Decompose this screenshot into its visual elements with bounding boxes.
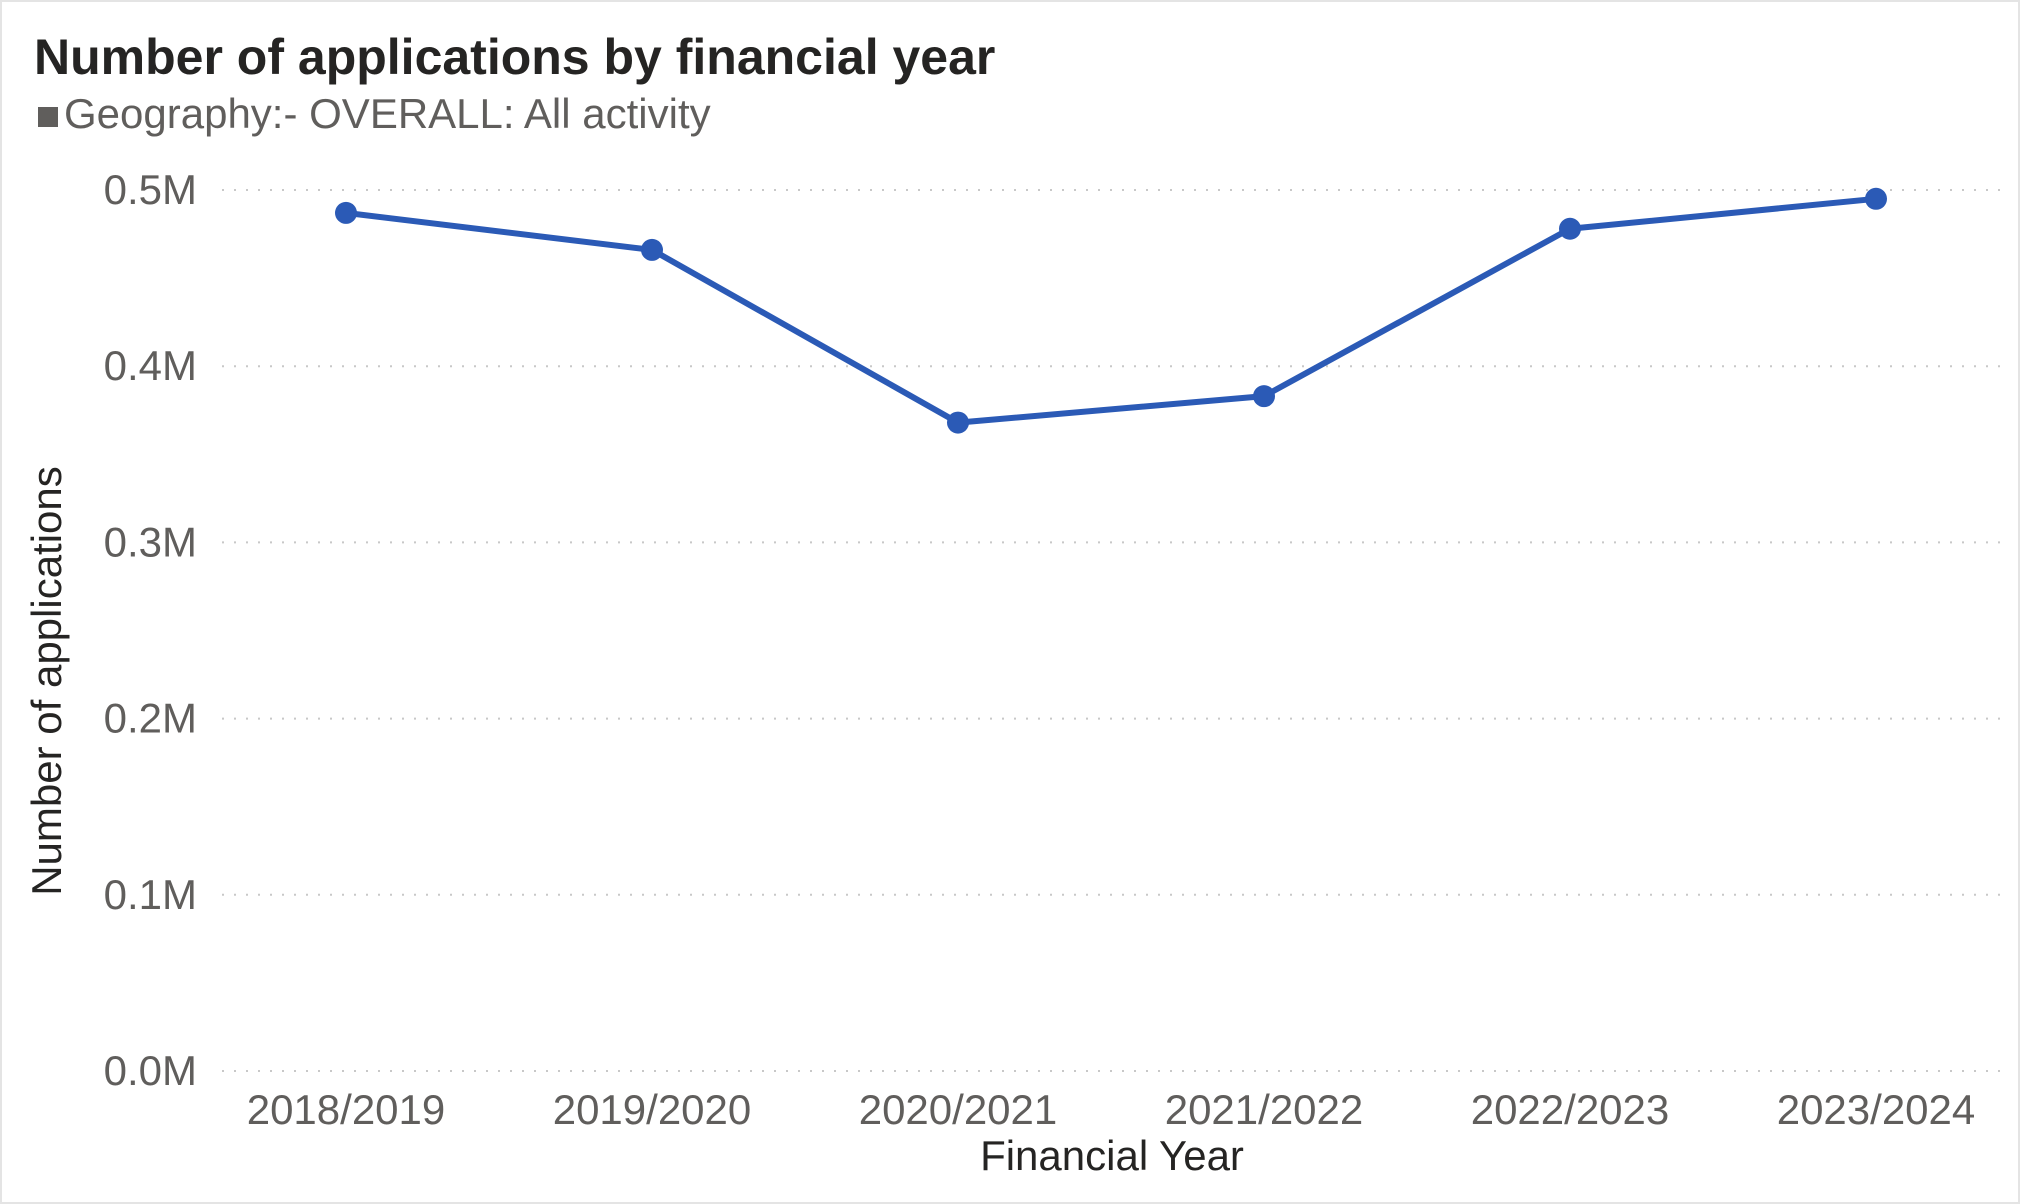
y-tick-label: 0.3M bbox=[104, 518, 197, 565]
legend-label: Geography:- OVERALL: All activity bbox=[64, 90, 711, 137]
data-point[interactable] bbox=[1253, 385, 1275, 408]
data-point[interactable] bbox=[335, 201, 357, 224]
y-tick-label: 0.5M bbox=[104, 166, 197, 213]
gridlines bbox=[222, 189, 2002, 1072]
x-tick-label: 2023/2024 bbox=[1777, 1086, 1976, 1133]
data-point[interactable] bbox=[947, 411, 969, 434]
y-tick-label: 0.2M bbox=[104, 695, 197, 742]
x-tick-label: 2022/2023 bbox=[1471, 1086, 1670, 1133]
series-line bbox=[343, 195, 1879, 426]
y-tick-label: 0.4M bbox=[104, 342, 197, 389]
data-point[interactable] bbox=[1865, 187, 1887, 210]
legend[interactable]: Geography:- OVERALL: All activity bbox=[38, 90, 711, 138]
series-group bbox=[335, 187, 1887, 434]
x-tick-label: 2019/2020 bbox=[553, 1086, 752, 1133]
legend-swatch bbox=[38, 107, 58, 127]
data-point[interactable] bbox=[641, 238, 663, 261]
x-tick-label: 2020/2021 bbox=[859, 1086, 1058, 1133]
x-axis-title: Financial Year bbox=[980, 1132, 1244, 1179]
chart-title: Number of applications by financial year bbox=[34, 29, 996, 85]
data-point[interactable] bbox=[1559, 217, 1581, 240]
x-tick-label: 2021/2022 bbox=[1165, 1086, 1364, 1133]
y-tick-label: 0.1M bbox=[104, 871, 197, 918]
x-axis-ticks: 2018/2019 2019/2020 2020/2021 2021/2022 2022… bbox=[247, 1086, 1976, 1133]
y-axis-title: Number of applications bbox=[23, 466, 70, 896]
x-tick-label: 2018/2019 bbox=[247, 1086, 446, 1133]
y-axis-ticks: 0.0M 0.1M 0.2M 0.3M 0.4M 0.5M bbox=[104, 166, 197, 1094]
y-tick-label: 0.0M bbox=[104, 1047, 197, 1094]
